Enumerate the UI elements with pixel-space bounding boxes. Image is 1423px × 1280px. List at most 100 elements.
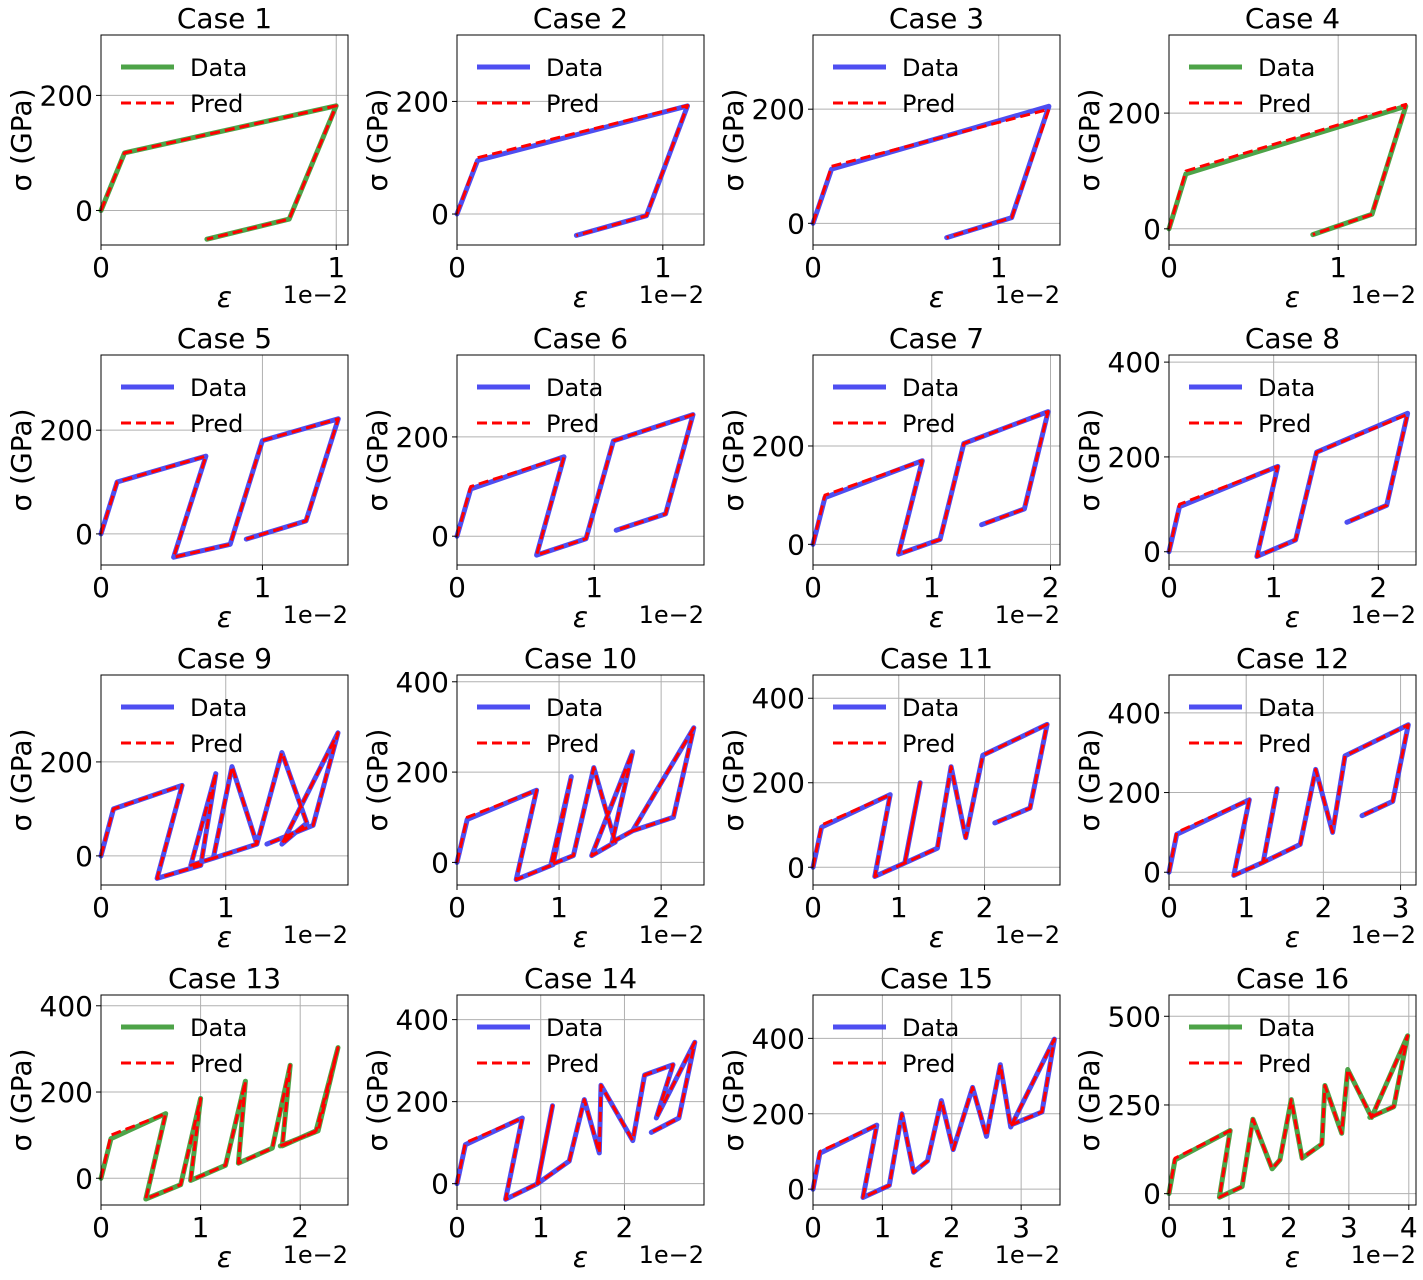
x-tick-label: 1: [585, 571, 603, 604]
legend-label-data: Data: [902, 694, 959, 722]
x-tick-label: 2: [291, 1211, 309, 1244]
x-scale-label: 1e−2: [1351, 281, 1416, 309]
series-pred-line: [455, 1040, 697, 1201]
axes-frame: [456, 354, 705, 566]
x-scale-label: 1e−2: [283, 921, 348, 949]
legend-label-data: Data: [1258, 694, 1315, 722]
axes-frame: [100, 354, 349, 566]
y-tick-label: 400: [40, 990, 93, 1023]
subplot-title: Case 15: [880, 962, 993, 995]
series-pred-line: [99, 731, 340, 880]
subplot-title: Case 1: [177, 2, 272, 35]
x-tick-label: 4: [1400, 1211, 1418, 1244]
x-axis-label: ε: [217, 601, 232, 634]
legend-label-pred: Pred: [902, 90, 955, 118]
x-axis-label: ε: [1285, 921, 1300, 954]
y-axis-label: σ (GPa): [5, 1049, 38, 1152]
axes-frame: [812, 674, 1061, 886]
x-tick-label: 0: [804, 891, 822, 924]
x-tick-label: 1: [923, 571, 941, 604]
y-axis-label: σ (GPa): [717, 1049, 750, 1152]
y-axis-label: σ (GPa): [5, 729, 38, 832]
x-tick-label: 1: [1265, 571, 1283, 604]
x-tick-label: 0: [1160, 891, 1178, 924]
y-tick-label: 200: [396, 1086, 449, 1119]
x-scale-label: 1e−2: [639, 601, 704, 629]
y-tick-label: 200: [752, 93, 805, 126]
x-axis-label: ε: [929, 601, 944, 634]
subplot-title: Case 4: [1245, 2, 1340, 35]
y-tick-label: 200: [396, 756, 449, 789]
x-scale-label: 1e−2: [1351, 1241, 1416, 1269]
y-tick-label: 0: [787, 851, 805, 884]
subplot-title: Case 13: [168, 962, 281, 995]
x-scale-label: 1e−2: [995, 601, 1060, 629]
y-tick-label: 0: [75, 840, 93, 873]
y-tick-label: 0: [431, 520, 449, 553]
legend-label-data: Data: [1258, 1014, 1315, 1042]
axes-frame: [456, 674, 705, 886]
subplot-case-8: 0 1 2 0 200 400 Case 8 ε 1e−2 σ (GPa) Data Pred: [1073, 322, 1417, 634]
x-tick-label: 3: [1340, 1211, 1358, 1244]
y-tick-label: 400: [752, 1022, 805, 1055]
y-tick-label: 0: [1143, 1178, 1161, 1211]
y-tick-label: 200: [1108, 97, 1161, 130]
series-pred-line: [1167, 723, 1410, 877]
x-axis-label: ε: [573, 921, 588, 954]
x-tick-label: 2: [976, 891, 994, 924]
x-tick-label: 2: [1314, 891, 1332, 924]
axes-frame: [100, 994, 349, 1206]
x-tick-label: 1: [327, 251, 345, 284]
axes-frame: [456, 994, 705, 1206]
legend-label-pred: Pred: [546, 90, 599, 118]
x-tick-label: 1: [1237, 891, 1255, 924]
y-tick-label: 0: [431, 198, 449, 231]
legend-label-pred: Pred: [190, 410, 243, 438]
y-tick-label: 0: [787, 207, 805, 240]
subplot-title: Case 5: [177, 322, 272, 355]
series-pred-line: [99, 1046, 340, 1201]
legend-label-pred: Pred: [902, 730, 955, 758]
legend-label-pred: Pred: [190, 90, 243, 118]
series-pred-line: [455, 413, 695, 557]
x-tick-label: 1: [873, 1211, 891, 1244]
x-axis-label: ε: [929, 281, 944, 314]
x-axis-label: ε: [573, 1241, 588, 1274]
subplot-title: Case 3: [889, 2, 984, 35]
x-tick-label: 0: [448, 251, 466, 284]
x-scale-label: 1e−2: [639, 281, 704, 309]
series-pred-line: [811, 410, 1050, 556]
subplot-case-9: 0 1 0 200 Case 9 ε 1e−2 σ (GPa) Data Pred: [5, 642, 349, 954]
subplot-title: Case 11: [880, 642, 993, 675]
legend-label-data: Data: [1258, 374, 1315, 402]
y-tick-label: 200: [396, 85, 449, 118]
x-tick-label: 1: [192, 1211, 210, 1244]
series-pred-line: [811, 1037, 1056, 1199]
x-tick-label: 0: [448, 891, 466, 924]
x-axis-label: ε: [217, 921, 232, 954]
legend-label-pred: Pred: [902, 1050, 955, 1078]
y-tick-label: 200: [752, 767, 805, 800]
legend-label-pred: Pred: [190, 730, 243, 758]
subplot-case-7: 0 1 2 0 200 Case 7 ε 1e−2 σ (GPa) Data Pred: [717, 322, 1061, 634]
y-axis-label: σ (GPa): [361, 409, 394, 512]
y-tick-label: 400: [1108, 346, 1161, 379]
x-axis-label: ε: [1285, 1241, 1300, 1274]
y-tick-label: 200: [40, 1076, 93, 1109]
x-axis-label: ε: [573, 601, 588, 634]
x-tick-label: 0: [804, 1211, 822, 1244]
y-axis-label: σ (GPa): [1073, 729, 1106, 832]
legend-label-data: Data: [546, 694, 603, 722]
legend-label-data: Data: [902, 374, 959, 402]
subplot-title: Case 14: [524, 962, 637, 995]
x-tick-label: 3: [1392, 891, 1410, 924]
legend-label-data: Data: [902, 54, 959, 82]
legend-label-pred: Pred: [546, 1050, 599, 1078]
x-tick-label: 3: [1012, 1211, 1030, 1244]
series-data-line: [98, 103, 339, 242]
x-scale-label: 1e−2: [639, 1241, 704, 1269]
subplot-title: Case 8: [1245, 322, 1340, 355]
x-scale-label: 1e−2: [1351, 601, 1416, 629]
y-tick-label: 0: [75, 194, 93, 227]
y-tick-label: 200: [40, 79, 93, 112]
